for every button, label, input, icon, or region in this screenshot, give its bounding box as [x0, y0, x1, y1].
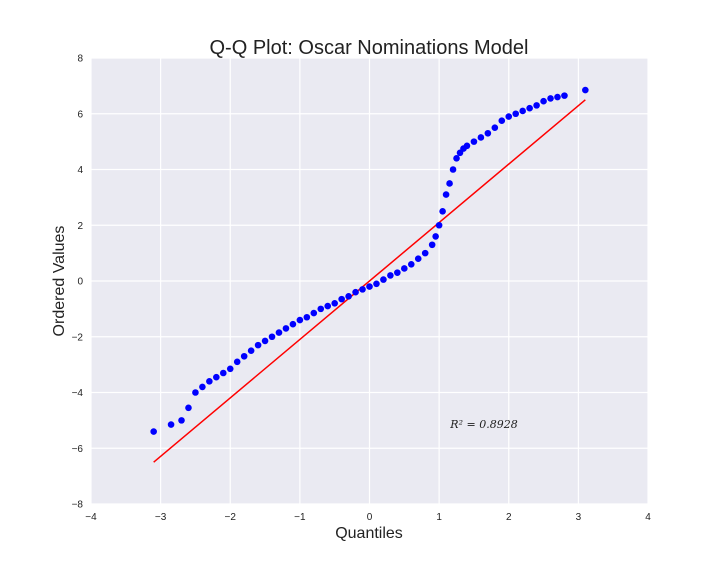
data-point [421, 249, 429, 257]
data-point [219, 369, 227, 377]
y-tick-label: 8 [77, 54, 83, 65]
data-point [199, 383, 206, 391]
data-point [491, 124, 499, 131]
data-point [240, 352, 248, 360]
data-point [303, 313, 311, 321]
data-point [226, 365, 234, 373]
data-point [150, 428, 157, 435]
data-point [453, 155, 460, 162]
data-point [449, 166, 457, 173]
data-point [317, 305, 325, 313]
data-point [561, 92, 568, 99]
data-point [233, 358, 241, 366]
y-tick-label: −8 [72, 500, 84, 511]
data-point [414, 255, 422, 262]
y-tick-label: −2 [72, 332, 84, 343]
y-tick-label: −6 [72, 444, 84, 455]
chart-title: Q-Q Plot: Oscar Nominations Model [210, 37, 529, 59]
data-point [463, 142, 471, 150]
data-point [247, 347, 255, 354]
y-tick-label: 2 [77, 221, 83, 232]
y-axis-label: Ordered Values [51, 226, 68, 337]
data-point [359, 286, 366, 293]
data-point [324, 302, 332, 310]
data-point [206, 378, 213, 385]
data-point [432, 233, 439, 240]
x-axis-label: Quantiles [335, 525, 403, 542]
data-point [540, 97, 547, 105]
data-point [366, 283, 373, 290]
data-point [554, 93, 561, 101]
data-point [167, 421, 175, 428]
data-point [526, 104, 533, 112]
data-point [310, 309, 318, 317]
data-point [519, 107, 526, 115]
y-tick-label: 4 [77, 165, 83, 176]
data-point [484, 129, 492, 137]
x-tick-label: −1 [294, 512, 306, 523]
data-point [178, 417, 185, 424]
data-point [533, 102, 540, 109]
x-tick-label: 4 [645, 512, 651, 523]
data-point [338, 295, 345, 303]
data-point [505, 113, 513, 120]
x-tick-label: −3 [155, 512, 167, 523]
data-point [582, 86, 589, 94]
data-point [387, 272, 394, 279]
data-point [345, 293, 352, 300]
x-tick-label: 1 [436, 512, 442, 523]
data-point [275, 329, 283, 336]
y-tick-label: 6 [77, 109, 83, 120]
data-point [261, 337, 269, 345]
data-point [394, 269, 401, 276]
fit-line-group [153, 99, 586, 463]
data-point [498, 117, 506, 125]
data-point [352, 288, 359, 296]
data-point [268, 333, 276, 341]
data-point [428, 241, 436, 249]
data-point [407, 260, 415, 268]
data-point [373, 280, 380, 288]
x-tick-label: −4 [85, 512, 97, 523]
y-tick-label: −4 [72, 388, 84, 399]
data-point [401, 265, 408, 272]
data-point [435, 221, 443, 229]
data-point [547, 95, 554, 102]
y-tick-label: 0 [77, 277, 83, 288]
x-tick-labels: −4 −3 −2 −1 0 1 2 3 4 [85, 512, 651, 523]
data-point [446, 180, 453, 187]
y-tick-labels: −8 −6 −4 −2 0 2 4 6 8 [72, 54, 84, 511]
data-point [192, 389, 199, 396]
data-point [470, 138, 478, 145]
data-point [289, 320, 297, 328]
x-tick-label: 3 [576, 512, 582, 523]
data-point [512, 110, 520, 118]
data-point [477, 134, 485, 141]
data-point [439, 208, 446, 215]
x-tick-label: −2 [225, 512, 237, 523]
data-point [380, 276, 387, 283]
data-point [282, 325, 290, 332]
data-point [185, 404, 192, 412]
data-point [442, 191, 450, 198]
x-tick-label: 0 [367, 512, 373, 523]
x-tick-label: 2 [506, 512, 512, 523]
data-point [296, 316, 304, 324]
data-point [331, 300, 338, 307]
data-point [213, 373, 220, 381]
fit-line [153, 99, 586, 463]
data-point [254, 341, 262, 349]
points-group [150, 86, 589, 435]
r-squared-annotation: R² = 0.8928 [449, 418, 517, 431]
